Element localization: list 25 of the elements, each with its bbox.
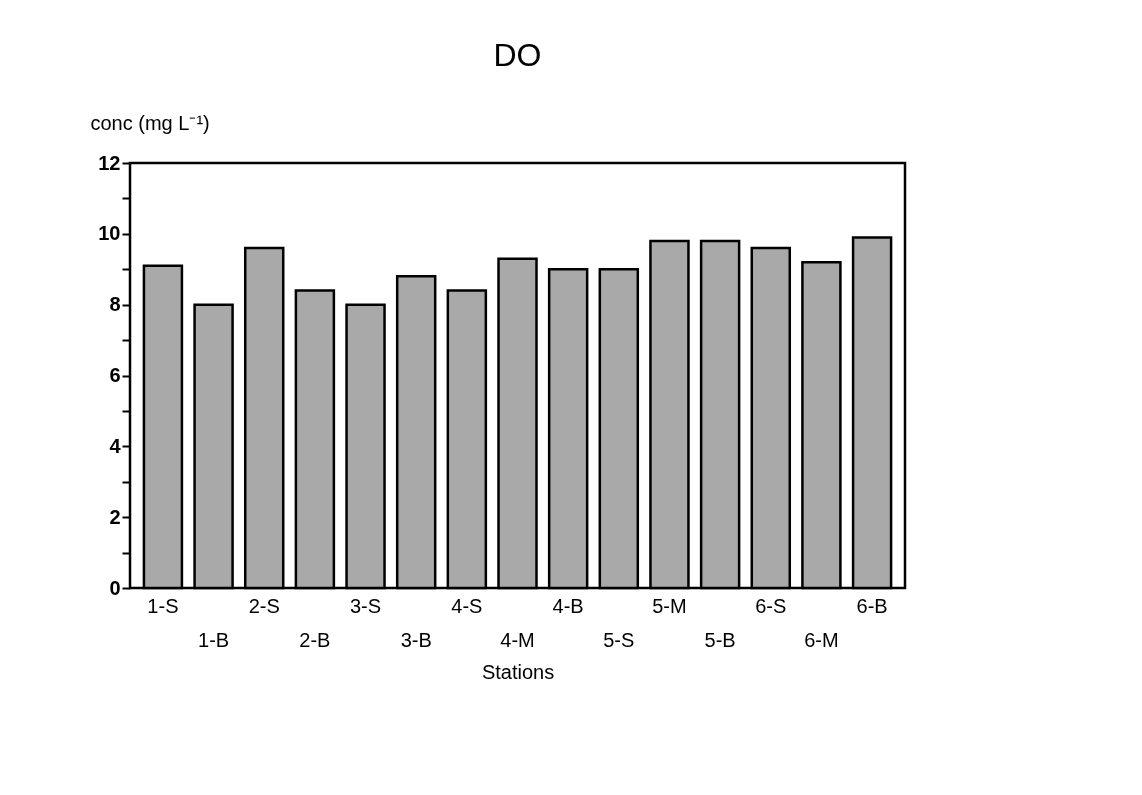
chart-title: DO	[493, 37, 542, 73]
x-tick-label: 1-B	[198, 628, 230, 651]
y-tick-label: 2	[109, 505, 121, 528]
x-tick-label: 1-S	[147, 594, 179, 617]
y-tick-label: 12	[98, 151, 121, 174]
x-tick-label: 5-B	[704, 628, 736, 651]
y-tick-label: 0	[109, 576, 121, 599]
x-tick-label: 4-M	[500, 628, 535, 651]
x-tick-label: 2-S	[248, 594, 280, 617]
x-tick-label: 6-M	[804, 628, 839, 651]
x-axis-title: Stations	[481, 660, 555, 683]
x-tick-label: 4-S	[451, 594, 483, 617]
y-axis-title: conc (mg L⁻¹)	[90, 111, 210, 134]
x-tick-label: 6-B	[856, 594, 888, 617]
x-tick-label: 3-S	[349, 594, 382, 617]
x-tick-label: 6-S	[755, 594, 787, 617]
y-tick-label: 8	[109, 293, 121, 316]
x-tick-label: 4-B	[552, 594, 584, 617]
x-tick-label: 2-B	[299, 628, 331, 651]
y-tick-label: 6	[109, 364, 121, 386]
x-tick-label: 5-S	[603, 628, 635, 651]
y-tick-label: 4	[109, 434, 122, 457]
y-tick-label: 10	[98, 222, 121, 245]
x-tick-label: 5-M	[652, 594, 687, 617]
x-tick-label: 3-B	[400, 628, 432, 651]
